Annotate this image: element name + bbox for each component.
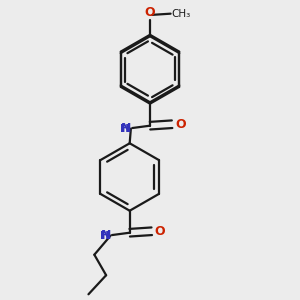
Text: N: N xyxy=(121,122,131,135)
Text: N: N xyxy=(101,229,111,242)
Text: O: O xyxy=(145,6,155,19)
Text: O: O xyxy=(175,118,186,131)
Text: CH₃: CH₃ xyxy=(172,9,191,19)
Text: H: H xyxy=(120,124,129,134)
Text: O: O xyxy=(155,225,165,238)
Text: H: H xyxy=(100,231,109,241)
